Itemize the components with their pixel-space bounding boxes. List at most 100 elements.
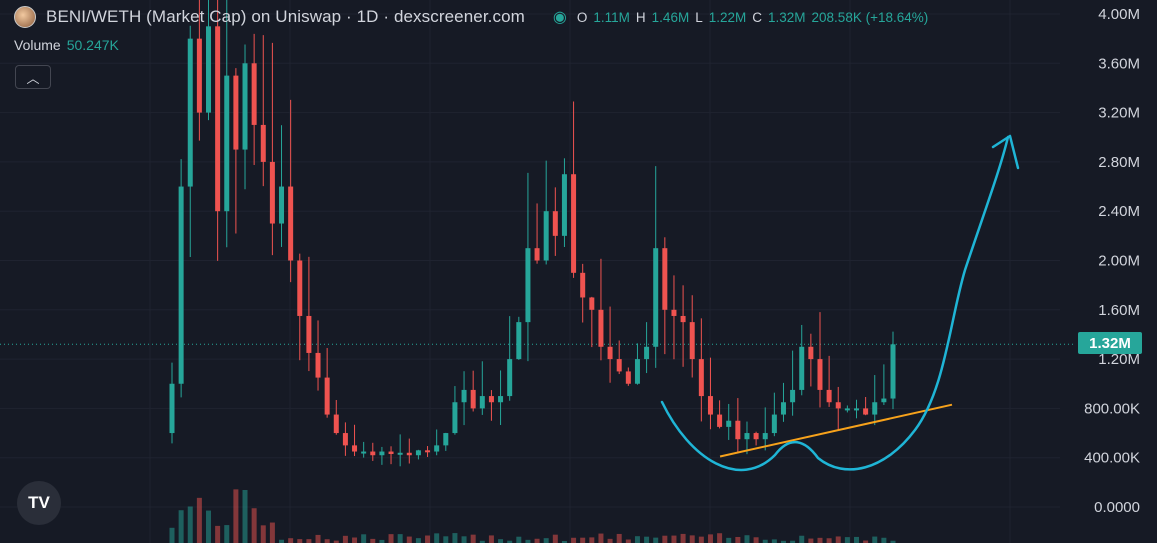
volume-bar xyxy=(206,510,212,543)
candle xyxy=(425,450,431,453)
volume-bar xyxy=(297,539,303,543)
volume-bar xyxy=(178,510,184,543)
y-tick-label: 2.80M xyxy=(1098,154,1140,171)
volume-bar xyxy=(826,538,832,543)
candle xyxy=(534,248,540,261)
candle xyxy=(370,451,376,456)
candle xyxy=(507,359,513,397)
volume-bar xyxy=(799,535,805,543)
volume-bar xyxy=(342,535,348,543)
volume-bar xyxy=(388,534,394,543)
candle xyxy=(279,186,285,224)
candle xyxy=(260,124,266,162)
volume-bar xyxy=(717,533,723,543)
candle xyxy=(607,346,613,360)
collapse-button[interactable]: ︿ xyxy=(15,65,51,89)
volume-bar xyxy=(269,522,275,543)
volume-bar xyxy=(452,533,458,543)
candle xyxy=(662,248,668,310)
candle xyxy=(744,433,750,440)
volume-bar xyxy=(415,538,421,543)
volume-bar xyxy=(607,538,613,543)
candle xyxy=(671,309,677,316)
candle xyxy=(479,396,485,409)
candle xyxy=(379,451,385,456)
volume-bar xyxy=(507,540,513,543)
candle xyxy=(470,389,476,409)
volume-bar xyxy=(580,537,586,543)
volume-bar xyxy=(397,534,403,543)
volume-bar xyxy=(370,538,376,543)
candle xyxy=(324,377,330,415)
y-tick-label: 1.60M xyxy=(1098,302,1140,319)
volume-bar xyxy=(707,534,713,543)
candle xyxy=(717,414,723,427)
volume-bar xyxy=(279,539,285,543)
open-value: 1.11M xyxy=(593,9,630,25)
candle xyxy=(342,433,348,446)
y-tick-label: 3.60M xyxy=(1098,55,1140,72)
candle xyxy=(516,322,522,360)
volume-bar xyxy=(835,536,841,543)
candle xyxy=(306,315,312,353)
volume-bar xyxy=(561,540,567,543)
volume-bar xyxy=(671,535,677,543)
candle xyxy=(790,389,796,403)
candle xyxy=(863,408,869,415)
volume-bar xyxy=(534,538,540,543)
y-tick-label: 2.00M xyxy=(1098,253,1140,270)
candle xyxy=(297,260,303,316)
candle xyxy=(561,174,567,236)
low-value: 1.22M xyxy=(708,9,747,25)
candle xyxy=(571,174,577,273)
candle xyxy=(352,445,358,452)
volume-legend: Volume 50.247K xyxy=(14,37,119,53)
candle xyxy=(589,297,595,310)
candle xyxy=(735,420,741,440)
candle xyxy=(853,408,859,411)
y-tick-label: 2.40M xyxy=(1098,203,1140,220)
volume-bar xyxy=(543,538,549,543)
candle xyxy=(461,389,467,403)
candle xyxy=(799,346,805,390)
volume-bar xyxy=(251,508,257,543)
candle xyxy=(881,398,887,403)
volume-value: 50.247K xyxy=(66,37,119,53)
volume-bar xyxy=(589,537,595,543)
candle xyxy=(552,211,558,236)
candle xyxy=(452,402,458,434)
volume-bar xyxy=(680,533,686,543)
chart-legend: BENI/WETH (Market Cap) on Uniswap · 1D ·… xyxy=(14,6,928,28)
candle xyxy=(771,414,777,434)
tradingview-logo[interactable]: TV xyxy=(17,481,61,525)
volume-bar xyxy=(890,540,896,543)
volume-bar xyxy=(425,535,431,543)
candle xyxy=(644,346,650,360)
volume-bar xyxy=(552,534,558,543)
volume-bar xyxy=(361,534,367,543)
open-key: O xyxy=(576,9,588,25)
candle xyxy=(242,63,248,150)
volume-bar xyxy=(625,539,631,543)
token-logo-icon xyxy=(14,6,36,28)
volume-bar xyxy=(698,536,704,543)
chart-title: BENI/WETH (Market Cap) on Uniswap · 1D ·… xyxy=(46,7,525,26)
eye-icon[interactable]: ◉ xyxy=(552,9,567,26)
logo-text: TV xyxy=(28,493,50,512)
volume-bar xyxy=(817,537,823,543)
candle xyxy=(817,359,823,390)
high-key: H xyxy=(635,9,646,25)
volume-bar xyxy=(634,536,640,543)
volume-bar xyxy=(753,537,759,543)
volume-bar xyxy=(315,534,321,543)
y-tick-label: 1.20M xyxy=(1098,351,1140,368)
candle xyxy=(233,75,239,150)
candle xyxy=(616,359,622,372)
volume-label: Volume xyxy=(14,37,61,53)
candle xyxy=(598,309,604,347)
volume-bar xyxy=(498,539,504,543)
volume-bar xyxy=(780,540,786,543)
candle xyxy=(543,211,549,261)
candle xyxy=(625,371,631,384)
